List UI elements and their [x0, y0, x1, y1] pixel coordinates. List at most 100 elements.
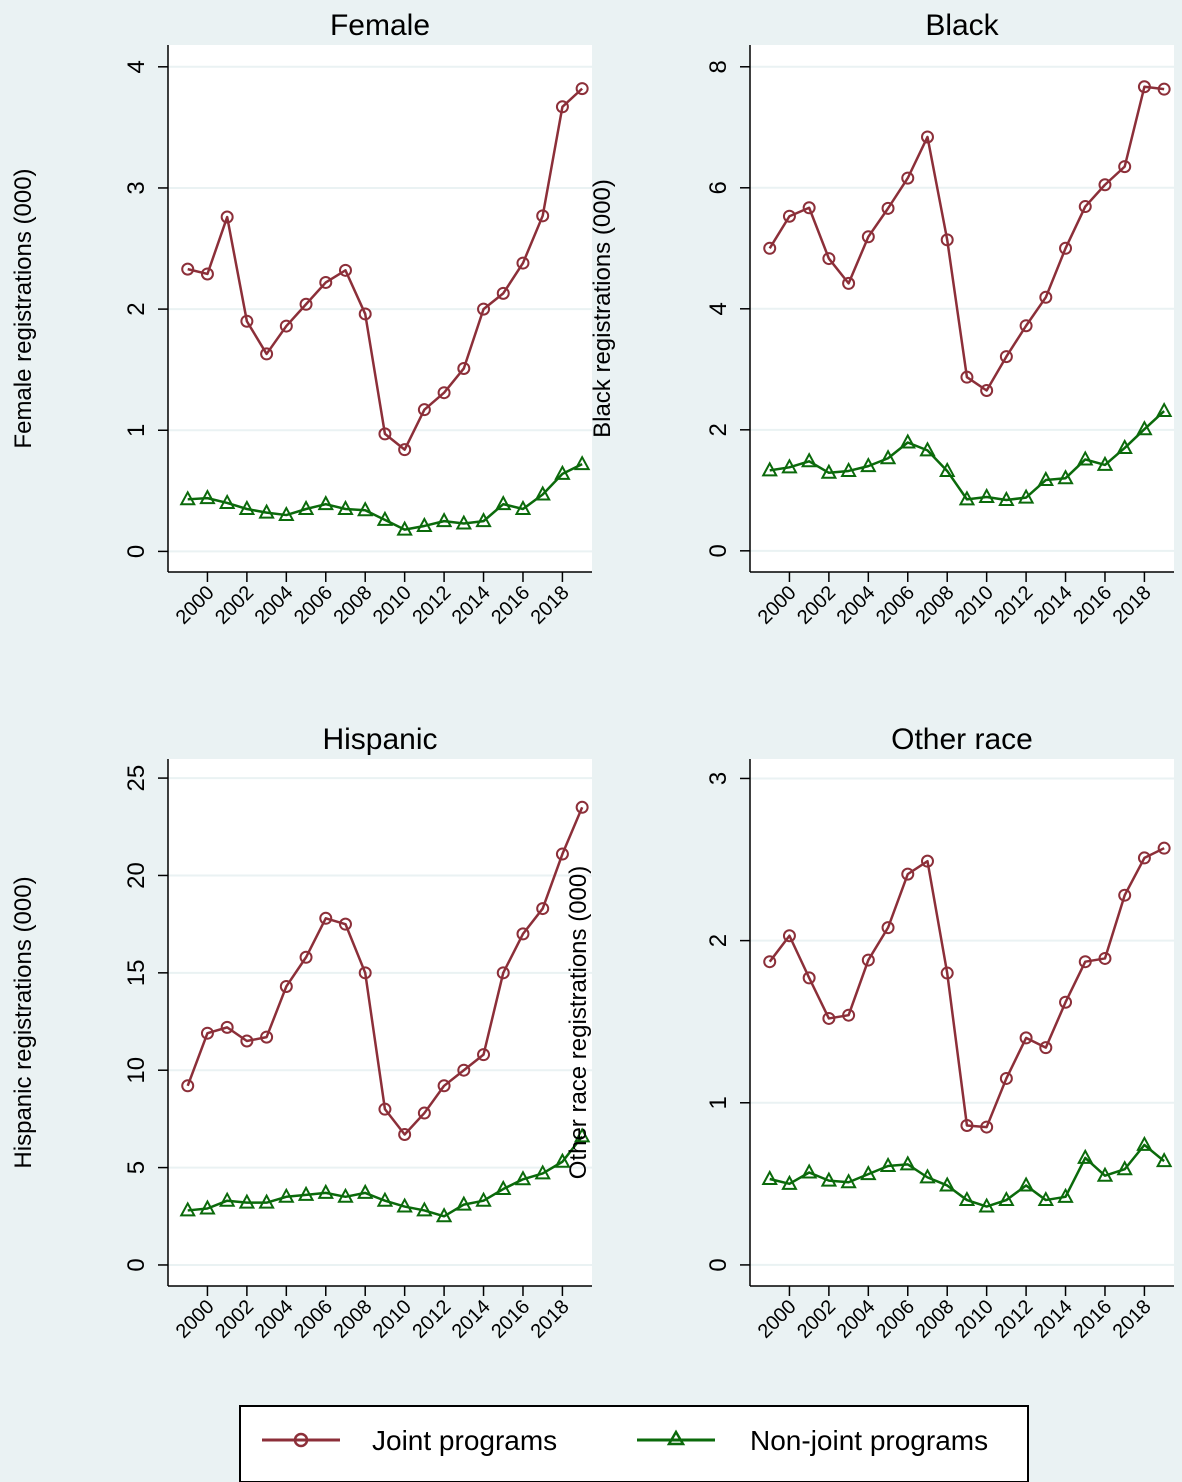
marker: [940, 233, 954, 247]
marker: [860, 457, 877, 473]
marker: [822, 1011, 836, 1025]
marker: [1116, 438, 1133, 454]
marker: [297, 1185, 315, 1201]
marker: [802, 201, 816, 215]
marker: [278, 1187, 295, 1203]
marker: [218, 1191, 236, 1207]
marker: [358, 307, 372, 321]
marker: [1059, 995, 1073, 1009]
series-line: [768, 847, 1165, 1129]
marker: [199, 488, 216, 505]
marker: [357, 501, 374, 517]
series-line: [187, 87, 583, 451]
marker: [763, 955, 777, 969]
panel-title: Other race: [891, 723, 1033, 756]
marker: [879, 449, 897, 465]
marker: [901, 171, 915, 185]
marker: [1098, 178, 1112, 192]
legend-box: [239, 1405, 1029, 1482]
marker: [279, 979, 293, 993]
y-tick-label: 6: [705, 181, 732, 194]
marker: [763, 241, 777, 255]
marker: [514, 499, 532, 516]
marker: [761, 461, 778, 477]
panel-title: Black: [925, 9, 999, 42]
marker: [881, 201, 895, 215]
y-tick-label: 20: [123, 862, 150, 889]
marker: [455, 1195, 472, 1211]
marker: [881, 921, 895, 935]
marker: [1096, 455, 1114, 471]
marker: [1039, 1041, 1053, 1055]
marker: [534, 485, 551, 501]
marker: [357, 1183, 374, 1199]
marker: [398, 443, 412, 457]
marker: [899, 1155, 916, 1171]
marker: [554, 464, 571, 480]
marker: [279, 319, 293, 333]
y-tick-label: 15: [123, 959, 150, 986]
marker: [1157, 841, 1171, 855]
marker: [338, 263, 352, 277]
marker: [920, 854, 934, 868]
marker: [1137, 80, 1151, 94]
marker: [919, 1168, 936, 1184]
marker: [998, 490, 1015, 506]
marker: [299, 297, 313, 311]
marker: [1039, 290, 1053, 304]
marker: [417, 1106, 431, 1120]
marker: [555, 100, 569, 114]
legend: Joint programs Non-joint programs: [239, 1405, 1029, 1482]
marker: [416, 516, 433, 532]
marker: [495, 1179, 512, 1196]
marker: [1077, 1148, 1094, 1164]
marker: [800, 1163, 818, 1179]
marker: [181, 262, 195, 276]
marker: [1017, 1176, 1035, 1192]
marker: [1019, 319, 1033, 333]
y-tick-label: 2: [705, 934, 732, 947]
marker: [1057, 469, 1074, 485]
marker: [861, 230, 875, 244]
series-line: [186, 806, 584, 1136]
marker: [258, 503, 275, 519]
marker: [1078, 955, 1092, 969]
marker: [319, 275, 333, 289]
marker: [299, 950, 313, 964]
marker: [879, 1156, 897, 1173]
marker: [199, 1199, 216, 1215]
legend-marker: [293, 1432, 309, 1448]
y-tick-label: 1: [705, 1096, 732, 1109]
y-tick-label: 10: [123, 1057, 150, 1084]
y-tick-label: 0: [705, 544, 732, 557]
marker: [919, 441, 936, 457]
marker: [978, 487, 995, 503]
marker: [781, 1174, 798, 1190]
marker: [1118, 888, 1132, 902]
marker: [940, 966, 954, 980]
marker: [376, 1191, 394, 1207]
series-line: [187, 463, 583, 531]
marker: [358, 966, 372, 980]
marker: [1017, 488, 1035, 504]
y-axis-title: Black registrations (000): [589, 179, 616, 438]
marker: [516, 256, 530, 270]
marker: [939, 461, 956, 477]
marker: [781, 458, 798, 474]
y-tick-label: 8: [705, 60, 732, 73]
series-line: [769, 1143, 1165, 1208]
marker: [822, 252, 836, 266]
marker: [514, 1170, 532, 1186]
marker: [475, 512, 492, 528]
marker: [337, 1187, 354, 1203]
marker: [1137, 851, 1151, 865]
y-tick-label: 1: [123, 424, 150, 437]
marker: [820, 463, 838, 479]
y-tick-label: 2: [705, 423, 732, 436]
marker: [378, 427, 392, 441]
marker: [555, 847, 569, 861]
series-line: [768, 85, 1165, 392]
marker: [338, 917, 352, 931]
marker: [179, 1201, 196, 1217]
marker: [457, 1063, 471, 1077]
